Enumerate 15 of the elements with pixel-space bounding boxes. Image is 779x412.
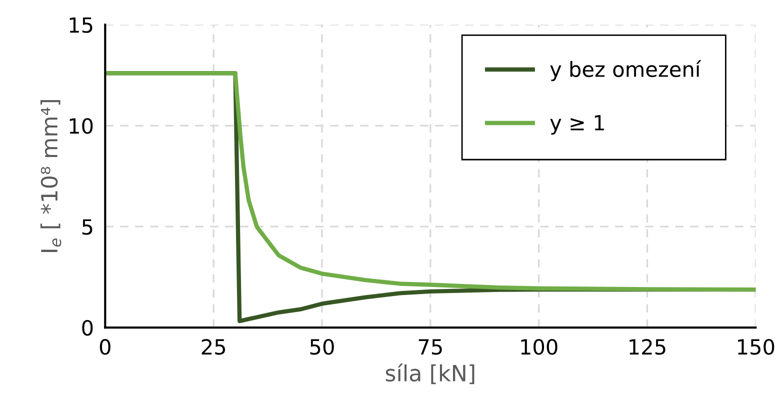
x-tick-label: 0 [100,339,110,355]
y-tick-label: 15 [70,17,92,33]
legend-label: y bez omezení [550,60,702,82]
y-tick-label: 10 [70,118,93,134]
x-tick-label: 25 [202,339,226,355]
x-tick-label: 50 [310,339,334,355]
x-tick-label: 100 [521,339,558,355]
x-tick-label: 75 [418,339,442,355]
x-tick-label: 125 [630,339,666,355]
y-axis-title: I$_{e}$ [ *10⁸ mm⁴] [40,100,62,252]
y-tick-label: 5 [82,219,92,235]
x-axis-title: síla [kN] [386,363,474,384]
legend-label: y ≥ 1 [550,115,604,135]
y-tick-label: 0 [82,320,93,336]
x-tick-label: 150 [738,339,774,355]
